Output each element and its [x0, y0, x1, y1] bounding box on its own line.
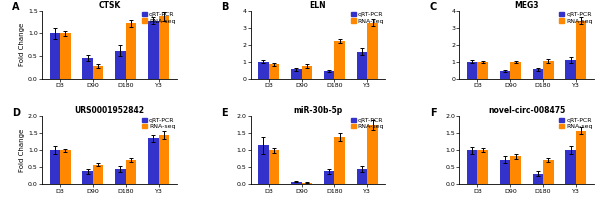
Legend: qRT-PCR, RNA-seq: qRT-PCR, RNA-seq — [142, 11, 176, 24]
Bar — [467, 150, 478, 184]
Legend: qRT-PCR, RNA-seq: qRT-PCR, RNA-seq — [559, 11, 593, 24]
Bar — [533, 69, 543, 79]
Bar — [126, 160, 136, 184]
Legend: qRT-PCR, RNA-seq: qRT-PCR, RNA-seq — [350, 117, 385, 130]
Bar — [500, 71, 510, 79]
Bar — [367, 22, 378, 79]
Bar — [82, 58, 93, 79]
Bar — [543, 160, 554, 184]
Bar — [258, 145, 269, 184]
Bar — [302, 66, 312, 79]
Bar — [148, 138, 158, 184]
Bar — [126, 23, 136, 79]
Bar — [158, 135, 169, 184]
Bar — [334, 41, 345, 79]
Bar — [258, 62, 269, 79]
Bar — [510, 156, 521, 184]
Legend: qRT-PCR, RNA-seq: qRT-PCR, RNA-seq — [559, 117, 593, 130]
Bar — [565, 60, 576, 79]
Bar — [302, 183, 312, 184]
Bar — [500, 160, 510, 184]
Bar — [357, 169, 367, 184]
Bar — [82, 172, 93, 184]
Title: novel-circ-008475: novel-circ-008475 — [488, 106, 565, 116]
Bar — [533, 174, 543, 184]
Bar — [148, 21, 158, 79]
Bar — [93, 66, 103, 79]
Bar — [115, 169, 126, 184]
Bar — [60, 33, 71, 79]
Text: D: D — [13, 108, 20, 118]
Bar — [357, 52, 367, 79]
Title: miR-30b-5p: miR-30b-5p — [293, 106, 343, 116]
Bar — [93, 165, 103, 184]
Bar — [324, 172, 334, 184]
Bar — [576, 131, 586, 184]
Title: CTSK: CTSK — [98, 1, 121, 10]
Bar — [269, 64, 279, 79]
Title: MEG3: MEG3 — [514, 1, 539, 10]
Text: E: E — [221, 108, 227, 118]
Text: A: A — [13, 2, 20, 13]
Bar — [50, 33, 60, 79]
Bar — [478, 150, 488, 184]
Legend: qRT-PCR, RNA-seq: qRT-PCR, RNA-seq — [142, 117, 176, 130]
Bar — [324, 71, 334, 79]
Title: ELN: ELN — [310, 1, 326, 10]
Bar — [269, 150, 279, 184]
Y-axis label: Fold Change: Fold Change — [19, 129, 25, 172]
Bar — [60, 150, 71, 184]
Bar — [467, 62, 478, 79]
Bar — [565, 150, 576, 184]
Y-axis label: Fold Change: Fold Change — [19, 23, 25, 66]
Bar — [478, 62, 488, 79]
Bar — [158, 16, 169, 79]
Title: URS0001952842: URS0001952842 — [74, 106, 145, 116]
Bar — [367, 125, 378, 184]
Bar — [291, 182, 302, 184]
Bar — [510, 62, 521, 79]
Bar — [291, 69, 302, 79]
Bar — [543, 61, 554, 79]
Bar — [115, 51, 126, 79]
Bar — [576, 21, 586, 79]
Text: B: B — [221, 2, 229, 13]
Text: C: C — [430, 2, 437, 13]
Bar — [334, 137, 345, 184]
Bar — [50, 150, 60, 184]
Text: F: F — [430, 108, 436, 118]
Legend: qRT-PCR, RNA-seq: qRT-PCR, RNA-seq — [350, 11, 385, 24]
